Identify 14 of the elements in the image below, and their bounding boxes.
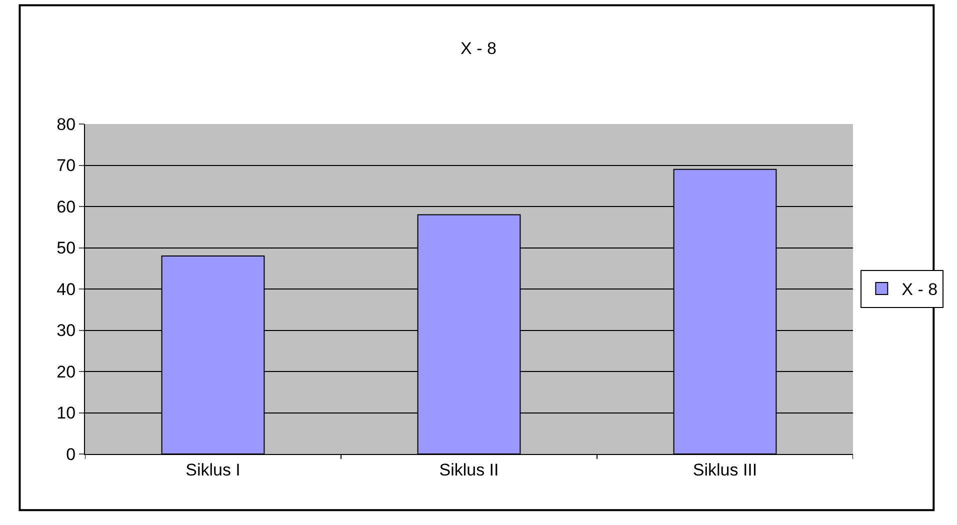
y-tick-label: 20 [56, 362, 76, 382]
y-tick-label: 70 [56, 156, 76, 176]
y-tick-label: 10 [56, 404, 76, 423]
y-tick-label: 80 [56, 114, 76, 134]
x-tick-label: Siklus I [186, 460, 240, 480]
y-tick-label: 40 [56, 280, 76, 299]
y-tick-label: 50 [56, 238, 76, 258]
x-tick-label: Siklus II [439, 460, 499, 480]
y-tick-label: 60 [56, 197, 76, 216]
y-tick-label: 0 [66, 444, 76, 464]
y-tick-label: 30 [56, 321, 76, 340]
legend-label: X - 8 [902, 280, 938, 300]
x-tick-label: Siklus III [692, 460, 758, 480]
chart-title: X - 8 [460, 38, 496, 58]
